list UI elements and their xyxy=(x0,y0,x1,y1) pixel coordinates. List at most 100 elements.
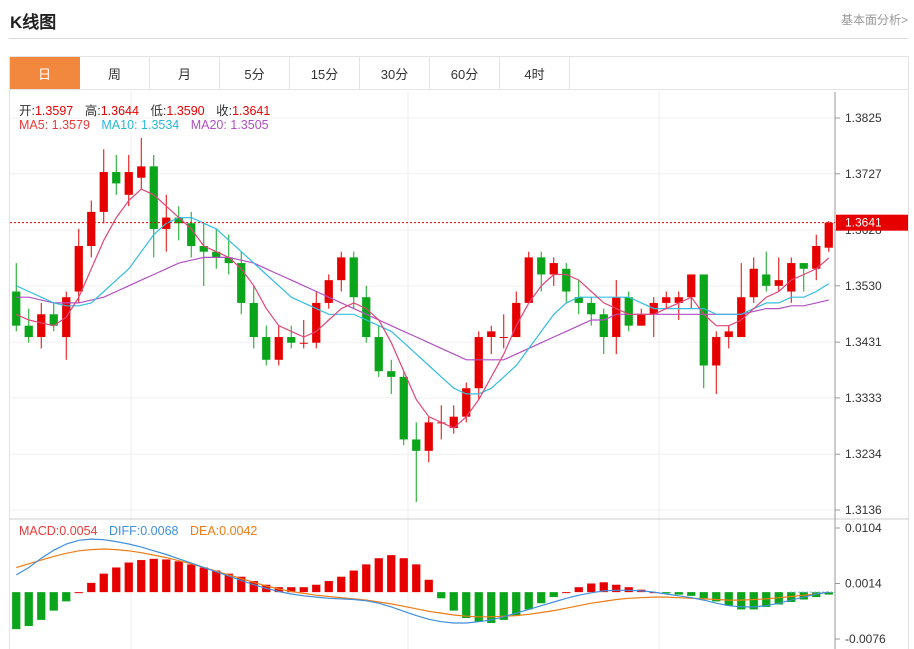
candle-up xyxy=(787,263,796,292)
candle-up xyxy=(37,314,46,338)
candle-up xyxy=(499,337,508,339)
candle-down xyxy=(249,302,258,338)
candle-up xyxy=(87,211,96,247)
macd-bar-down xyxy=(474,592,483,622)
fundamental-analysis-link[interactable]: 基本面分析> xyxy=(840,13,908,27)
macd-bar-up xyxy=(187,564,196,593)
high-label: 高: xyxy=(84,104,101,118)
y-tick-label: 1.3825 xyxy=(845,111,882,125)
candle-up xyxy=(687,274,696,298)
y-tick-label: 1.3234 xyxy=(845,447,882,461)
candle-up xyxy=(749,268,758,298)
candle-down xyxy=(212,251,221,258)
macd-bar-up xyxy=(387,555,396,593)
candle-up xyxy=(637,314,646,326)
candle-down xyxy=(149,166,158,229)
macd-bar-up xyxy=(199,567,208,593)
ma-legend: MA5: 1.3579 MA10: 1.3534 MA20: 1.3505 xyxy=(19,118,269,132)
candle-up xyxy=(337,257,346,281)
macd-bar-down xyxy=(12,592,21,630)
macd-bar-down xyxy=(749,592,758,610)
candle-down xyxy=(199,246,208,252)
macd-bar-up xyxy=(274,587,283,593)
candle-down xyxy=(762,274,771,286)
candle-down xyxy=(387,371,396,377)
candle-down xyxy=(349,257,358,298)
macd-bar-up xyxy=(112,567,121,593)
macd-bar-down xyxy=(62,592,71,602)
macd-bar-up xyxy=(249,581,258,593)
tab-day[interactable]: 日 xyxy=(10,57,80,89)
y-tick-label: 1.3136 xyxy=(845,503,882,517)
open-value: 1.3597 xyxy=(34,104,74,118)
tab-5min[interactable]: 5分 xyxy=(220,57,290,89)
macd-legend: MACD:0.0054 DIFF:0.0068 DEA:0.0042 xyxy=(19,524,257,538)
macd-bar-up xyxy=(212,570,221,593)
y-tick-label: 1.3727 xyxy=(845,167,882,181)
candle-down xyxy=(49,314,58,326)
ma5-value: 1.3579 xyxy=(51,118,90,132)
candle-up xyxy=(299,342,308,344)
last-price-tag xyxy=(836,214,908,231)
candle-up xyxy=(274,337,283,360)
candle-down xyxy=(262,337,271,360)
ma20-line xyxy=(16,256,829,361)
macd-bar-down xyxy=(462,592,471,619)
candle-up xyxy=(462,388,471,417)
macd-bar-down xyxy=(549,592,558,598)
macd-bar-up xyxy=(412,564,421,593)
candle-up xyxy=(424,422,433,451)
candle-down xyxy=(537,257,546,275)
y-tick-label: 1.3333 xyxy=(845,391,882,405)
tab-60min[interactable]: 60分 xyxy=(430,57,500,89)
candle-down xyxy=(374,337,383,372)
candle-down xyxy=(587,302,596,315)
candle-up xyxy=(674,297,683,303)
macd-bar-up xyxy=(287,587,296,593)
macd-bar-up xyxy=(312,584,321,593)
tab-week[interactable]: 周 xyxy=(80,57,150,89)
macd-bar-up xyxy=(124,562,133,593)
candle-down xyxy=(699,274,708,366)
chart-frame xyxy=(9,90,909,649)
tab-15min[interactable]: 15分 xyxy=(290,57,360,89)
macd-bar-down xyxy=(512,592,521,616)
diff-label: DIFF: xyxy=(109,524,141,538)
last-price-label: 1.3641 xyxy=(845,216,882,230)
candle-down xyxy=(187,223,196,247)
tab-4hour[interactable]: 4时 xyxy=(500,57,570,89)
candle-up xyxy=(662,297,671,303)
candle-down xyxy=(574,297,583,303)
candle-down xyxy=(399,376,408,440)
macd-bar-down xyxy=(799,592,808,600)
tab-month[interactable]: 月 xyxy=(150,57,220,89)
candle-down xyxy=(562,268,571,292)
macd-bar-up xyxy=(624,587,633,593)
macd-bar-up xyxy=(349,570,358,593)
candle-up xyxy=(549,263,558,275)
dea-value: 0.0042 xyxy=(219,524,258,538)
candle-up xyxy=(324,280,333,303)
macd-bar-down xyxy=(824,592,833,595)
diff-line xyxy=(15,538,829,624)
candle-down xyxy=(224,257,233,264)
candle-down xyxy=(624,297,633,326)
macd-bar-up xyxy=(562,592,571,594)
macd-bar-down xyxy=(499,592,508,620)
macd-bar-down xyxy=(762,592,771,607)
macd-bar-up xyxy=(362,564,371,593)
macd-bar-up xyxy=(399,558,408,593)
macd-bar-up xyxy=(612,584,621,593)
macd-bar-up xyxy=(74,592,83,594)
candle-up xyxy=(524,257,533,303)
close-value: 1.3641 xyxy=(232,104,271,118)
candle-down xyxy=(799,263,808,269)
macd-y-tick-label: 0.0104 xyxy=(845,521,882,535)
candle-up xyxy=(312,302,321,343)
low-value: 1.3590 xyxy=(166,104,205,118)
tab-30min[interactable]: 30分 xyxy=(360,57,430,89)
candle-up xyxy=(124,172,133,195)
y-tick-label: 1.3431 xyxy=(845,335,882,349)
candle-down xyxy=(174,217,183,224)
